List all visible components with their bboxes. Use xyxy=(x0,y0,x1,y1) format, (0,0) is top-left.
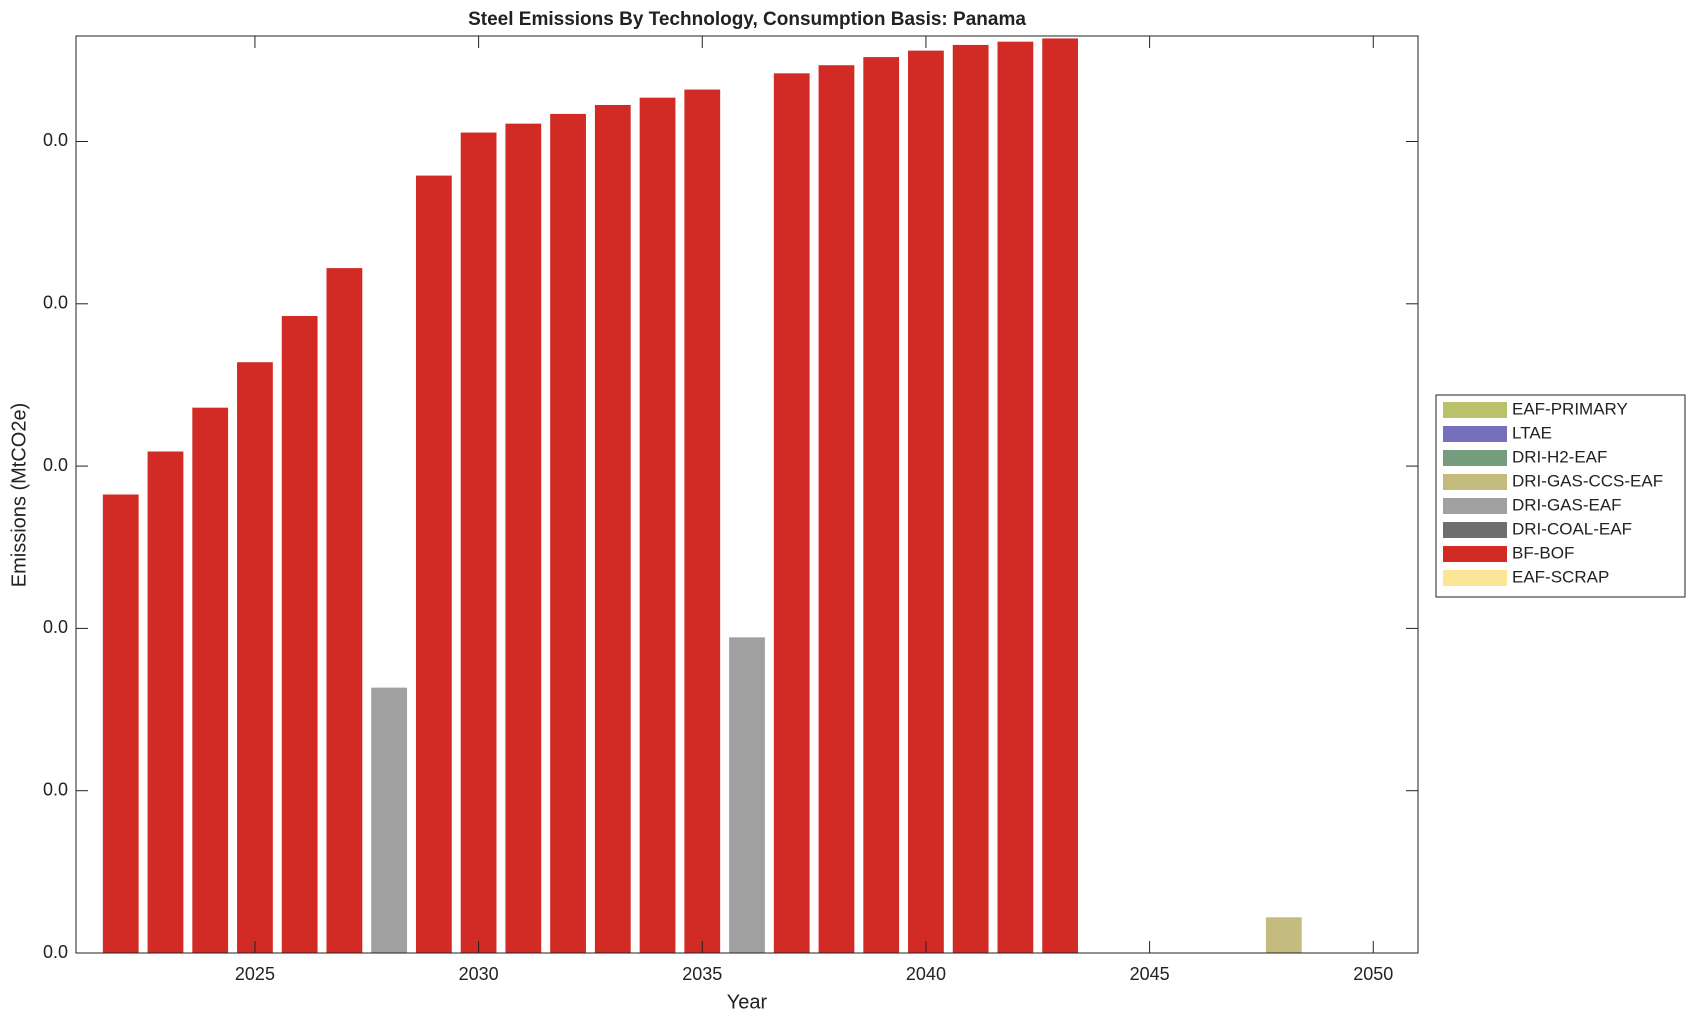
bar xyxy=(729,637,765,953)
bar xyxy=(684,89,721,953)
legend-label: DRI-GAS-CCS-EAF xyxy=(1512,471,1663,490)
bar xyxy=(460,132,497,953)
bar xyxy=(326,268,363,953)
legend-swatch xyxy=(1443,450,1507,466)
bar xyxy=(237,362,273,953)
legend-label: DRI-H2-EAF xyxy=(1512,447,1607,466)
legend-label: EAF-SCRAP xyxy=(1512,567,1609,586)
legend-swatch xyxy=(1443,402,1507,418)
bar xyxy=(550,113,586,954)
plot-frame xyxy=(75,35,1419,954)
x-tick-label: 2045 xyxy=(1130,964,1170,984)
y-axis-label: Emissions (MtCO2e) xyxy=(8,403,30,587)
y-tick-label: 0.0 xyxy=(43,130,68,150)
x-tick-label: 2040 xyxy=(906,964,946,984)
legend-swatch xyxy=(1443,474,1507,490)
bar xyxy=(1042,38,1079,954)
y-tick-label: 0.0 xyxy=(43,942,68,962)
bar xyxy=(102,494,139,953)
bar xyxy=(863,57,900,953)
legend-swatch xyxy=(1443,570,1507,586)
legend-label: DRI-GAS-EAF xyxy=(1512,495,1622,514)
y-tick-label: 0.0 xyxy=(43,293,68,313)
legend-swatch xyxy=(1443,546,1507,562)
bar xyxy=(371,687,408,953)
legend-swatch xyxy=(1443,426,1507,442)
legend-swatch xyxy=(1443,498,1507,514)
x-tick-label: 2025 xyxy=(235,964,275,984)
bar xyxy=(147,451,184,953)
bar xyxy=(773,73,810,953)
x-tick-label: 2035 xyxy=(682,964,722,984)
bar xyxy=(908,50,944,954)
bar xyxy=(192,407,229,953)
y-tick-label: 0.0 xyxy=(43,617,68,637)
y-tick-label: 0.0 xyxy=(43,779,68,799)
x-tick-label: 2050 xyxy=(1353,964,1393,984)
bar xyxy=(818,65,855,953)
x-axis-label: Year xyxy=(727,991,768,1013)
legend-label: DRI-COAL-EAF xyxy=(1512,519,1632,538)
y-tick-label: 0.0 xyxy=(43,455,68,475)
bar xyxy=(639,97,676,954)
legend-label: LTAE xyxy=(1512,423,1552,442)
bar xyxy=(505,123,542,954)
legend-swatch xyxy=(1443,522,1507,538)
legend-label: BF-BOF xyxy=(1512,543,1574,562)
chart-title: Steel Emissions By Technology, Consumpti… xyxy=(468,9,1026,30)
bar xyxy=(997,41,1034,953)
legend-label: EAF-PRIMARY xyxy=(1512,399,1628,418)
bar xyxy=(952,44,989,953)
x-tick-label: 2030 xyxy=(459,964,499,984)
bar xyxy=(415,175,452,954)
bar xyxy=(594,104,631,953)
bar xyxy=(281,315,318,954)
bar xyxy=(1265,917,1302,953)
